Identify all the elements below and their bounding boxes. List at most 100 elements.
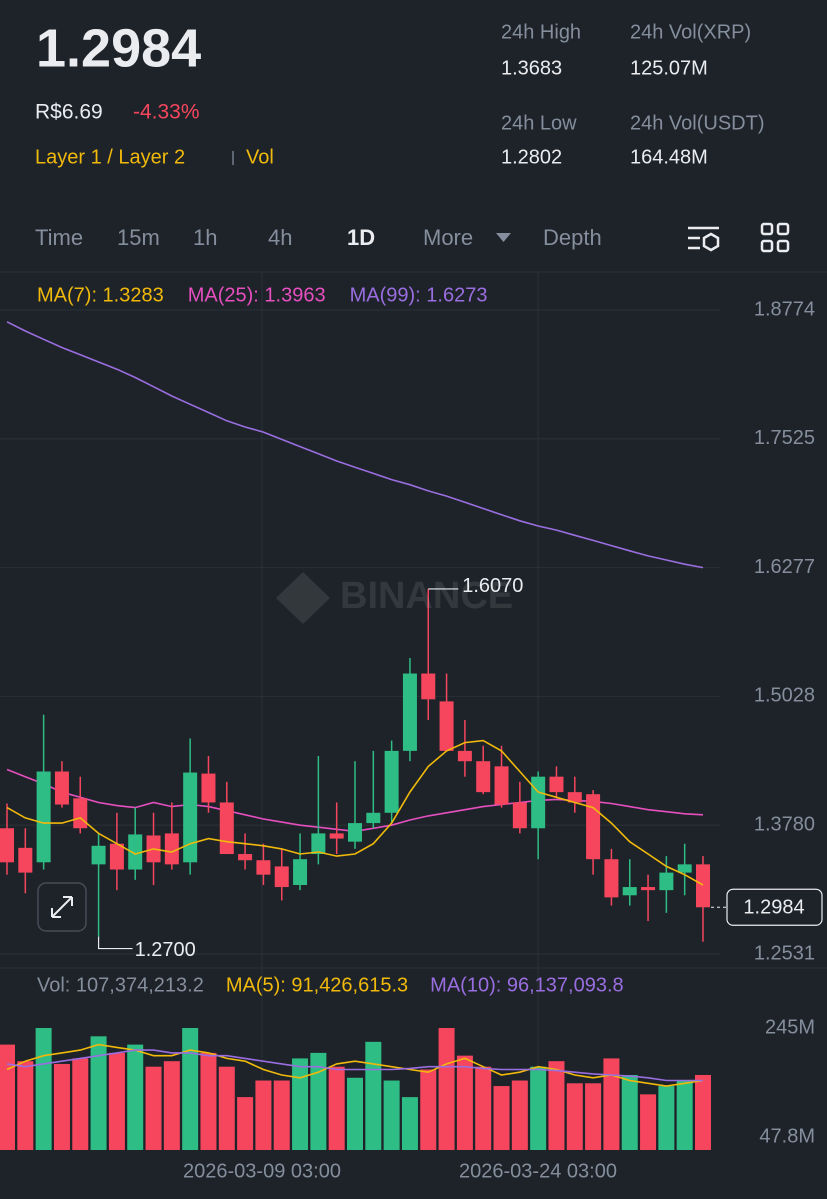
volume-bar: [0, 1044, 15, 1150]
volume-legend: Vol: 107,374,213.2: [37, 974, 204, 996]
watermark: BINANCE: [276, 572, 513, 624]
volume-bar: [310, 1052, 327, 1150]
stat-value: 1.3683: [501, 57, 562, 79]
candle-body: [586, 794, 601, 860]
volume-axis-label: 47.8M: [759, 1125, 815, 1147]
candle-body: [73, 798, 88, 829]
candle-body: [164, 833, 179, 865]
layout-icon[interactable]: [760, 222, 790, 253]
volume-bar: [475, 1066, 492, 1150]
volume-bar: [365, 1041, 382, 1150]
volume-bar: [456, 1055, 473, 1150]
volume-bar: [182, 1028, 199, 1150]
price-axis-label: 1.5028: [754, 685, 815, 707]
volume-bar: [108, 1052, 125, 1150]
ma-legend: MA(99): 1.6273: [350, 284, 488, 306]
candle-body: [18, 847, 33, 873]
tab[interactable]: 1h: [193, 225, 217, 250]
candle-body: [384, 750, 399, 813]
candle-body: [311, 833, 326, 855]
candle-body: [366, 812, 381, 824]
date-label: 2026-03-09 03:00: [183, 1160, 341, 1182]
ma7-line: [6, 739, 704, 886]
indicator-icon[interactable]: [688, 226, 720, 252]
candle-body: [677, 864, 692, 873]
volume-bar: [72, 1058, 89, 1150]
volume-bar: [90, 1036, 107, 1150]
candle-body: [641, 887, 656, 891]
candle-body: [402, 673, 417, 751]
volume-bar: [658, 1086, 675, 1150]
low-marker-label: 1.2700: [135, 939, 196, 961]
price-change: -4.33%: [133, 101, 200, 124]
candle-body: [476, 761, 491, 793]
volume-bar: [621, 1075, 638, 1150]
volume-bar: [255, 1080, 272, 1150]
tag[interactable]: Vol: [246, 146, 274, 168]
current-price-label: 1.2984: [743, 897, 804, 919]
volume-bar: [676, 1080, 693, 1150]
tab[interactable]: More: [423, 225, 473, 250]
stat-value: 164.48M: [630, 146, 708, 168]
tab[interactable]: 4h: [268, 225, 292, 250]
low-marker-line: [97, 936, 133, 950]
high-marker-label: 1.6070: [462, 575, 523, 597]
tab[interactable]: Time: [35, 225, 83, 250]
candle-body: [567, 792, 582, 803]
candle-body: [696, 864, 710, 908]
candle-body: [421, 673, 436, 700]
volume-bar: [511, 1080, 528, 1150]
price-axis-label: 1.3780: [754, 813, 815, 835]
candle-body: [622, 887, 637, 896]
volume-bar: [420, 1069, 437, 1150]
candle-body: [348, 823, 362, 842]
volume-bar: [163, 1061, 180, 1150]
stat-label: 24h High: [501, 21, 581, 43]
date-label: 2026-03-24 03:00: [459, 1160, 617, 1182]
tab-active[interactable]: 1D: [347, 225, 375, 250]
candle-body: [36, 771, 51, 863]
volume-bar: [145, 1066, 162, 1150]
candle-body: [109, 843, 124, 870]
tab[interactable]: 15m: [117, 225, 160, 250]
stat-label: 24h Vol(USDT): [630, 112, 765, 134]
candle-body: [128, 834, 143, 870]
candle-body: [659, 872, 674, 891]
candle-body: [531, 776, 546, 829]
candle-body: [219, 802, 234, 855]
candle-body: [439, 701, 454, 751]
candle-body: [54, 771, 69, 805]
volume-bar: [292, 1058, 309, 1150]
volume-legend: MA(5): 91,426,615.3: [226, 974, 408, 996]
volume-bar: [695, 1075, 711, 1150]
volume-bar: [383, 1080, 400, 1150]
candle-body: [201, 773, 216, 803]
price-axis-label: 1.8774: [754, 298, 815, 320]
tag[interactable]: Layer 1 / Layer 2: [35, 146, 185, 168]
volume-bar: [273, 1080, 290, 1150]
ma-legend: MA(7): 1.3283: [37, 284, 164, 306]
candle-body: [512, 802, 527, 829]
candle-body: [604, 859, 619, 898]
volume-bar: [530, 1066, 547, 1150]
volume-bar: [53, 1063, 70, 1150]
candle-body: [494, 766, 509, 805]
volume-bar: [566, 1083, 583, 1150]
candle-body: [274, 866, 289, 888]
ma-legend: MA(25): 1.3963: [188, 284, 326, 306]
expand-button[interactable]: [37, 882, 87, 932]
stat-label: 24h Vol(XRP): [630, 21, 751, 43]
tab[interactable]: Depth: [543, 225, 602, 250]
candle-body: [293, 859, 308, 885]
price-axis-label: 1.7525: [754, 427, 815, 449]
candle-body: [238, 854, 253, 861]
volume-bar: [35, 1028, 52, 1150]
volume-legend: MA(10): 96,137,093.8: [430, 974, 623, 996]
price-axis-label: 1.6277: [754, 556, 815, 578]
separator: [232, 151, 234, 165]
volume-bar: [493, 1086, 510, 1150]
volume-bar: [401, 1097, 418, 1150]
